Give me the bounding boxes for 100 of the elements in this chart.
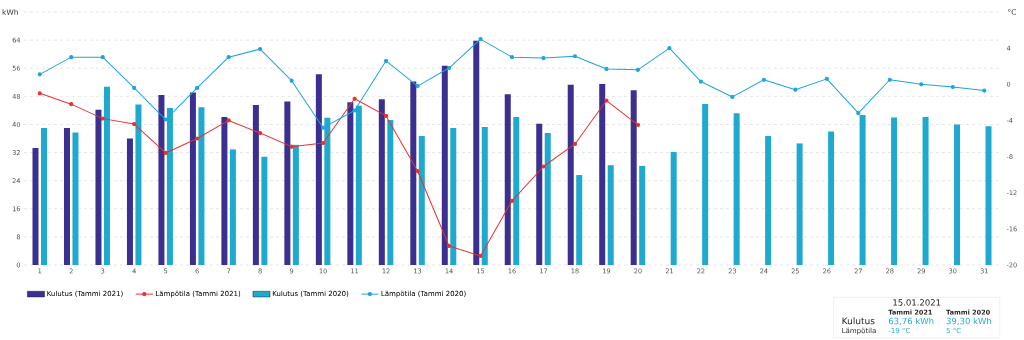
- point: [258, 46, 263, 52]
- point: [258, 130, 263, 136]
- bar: [607, 165, 614, 265]
- bar: [796, 143, 803, 265]
- point: [572, 141, 578, 147]
- bar: [450, 127, 457, 265]
- point: [509, 55, 515, 60]
- point: [667, 46, 672, 51]
- bar: [765, 136, 772, 265]
- bar: [733, 113, 740, 265]
- bar: [441, 65, 448, 265]
- point: [37, 72, 42, 77]
- bar: [639, 165, 646, 265]
- point: [604, 98, 609, 103]
- point: [226, 118, 231, 123]
- bar: [221, 117, 228, 265]
- point: [321, 140, 326, 146]
- point: [730, 94, 735, 100]
- point: [950, 84, 955, 90]
- point: [604, 66, 609, 72]
- bar: [198, 107, 205, 265]
- bar: [922, 117, 929, 265]
- point: [352, 96, 357, 101]
- point: [100, 55, 105, 60]
- bar: [418, 136, 425, 265]
- bar: [481, 126, 488, 265]
- bar: [347, 102, 354, 265]
- point: [289, 144, 294, 149]
- point: [541, 55, 546, 61]
- point: [289, 78, 294, 83]
- bar: [292, 144, 299, 265]
- point: [793, 87, 798, 92]
- point: [69, 102, 74, 107]
- bar: [126, 138, 133, 265]
- text: 15.01.2021: [893, 299, 941, 306]
- point: [132, 85, 137, 90]
- point: [383, 113, 389, 119]
- bar: [95, 109, 102, 265]
- bar: [166, 107, 173, 265]
- bar: [103, 86, 110, 265]
- point: [635, 67, 641, 72]
- bar: [891, 117, 898, 265]
- point: [446, 243, 452, 249]
- bar: [135, 104, 142, 265]
- bar: [567, 84, 574, 265]
- bar: [315, 74, 322, 265]
- point: [69, 55, 74, 60]
- point: [478, 37, 483, 42]
- text: 63,76 kWh: [888, 317, 934, 326]
- point: [37, 91, 42, 96]
- point: [226, 55, 231, 60]
- bar: [513, 117, 520, 265]
- bar: [355, 105, 362, 265]
- point: [195, 136, 200, 141]
- bar: [41, 127, 47, 265]
- bar: [387, 119, 394, 265]
- point: [541, 164, 546, 169]
- bar: [324, 117, 331, 265]
- bar: [252, 105, 259, 265]
- bar: [630, 90, 637, 265]
- bar: [670, 151, 677, 265]
- point: [761, 77, 766, 82]
- bar: [828, 131, 835, 265]
- text: Kulutus: [842, 317, 875, 325]
- bar: [63, 127, 70, 265]
- point: [163, 150, 168, 156]
- bar: [859, 114, 866, 265]
- point: [132, 121, 137, 127]
- point: [415, 83, 420, 89]
- point: [321, 125, 326, 130]
- bar: [599, 84, 606, 265]
- bar: [284, 101, 291, 265]
- point: [163, 117, 168, 122]
- bar: [158, 94, 165, 265]
- bar: [473, 40, 480, 265]
- bar: [72, 132, 79, 265]
- point: [824, 76, 829, 81]
- point: [635, 122, 641, 128]
- point: [446, 65, 452, 71]
- point: [919, 82, 924, 87]
- point: [195, 85, 200, 90]
- bar: [954, 124, 961, 265]
- point: [572, 54, 578, 59]
- point: [509, 198, 515, 203]
- bar: [544, 132, 551, 265]
- point: [887, 77, 892, 82]
- bar: [576, 175, 583, 265]
- point: [383, 58, 389, 63]
- bar: [504, 94, 511, 265]
- point: [415, 168, 420, 174]
- bar: [229, 149, 236, 265]
- point: [100, 116, 105, 121]
- bar: [261, 156, 268, 265]
- bar: [32, 147, 39, 265]
- bar: [536, 123, 543, 265]
- bar: [702, 104, 709, 265]
- point: [478, 253, 483, 259]
- bar: [378, 99, 385, 265]
- bar: [985, 126, 992, 265]
- text: 39,30 kWh: [946, 317, 992, 326]
